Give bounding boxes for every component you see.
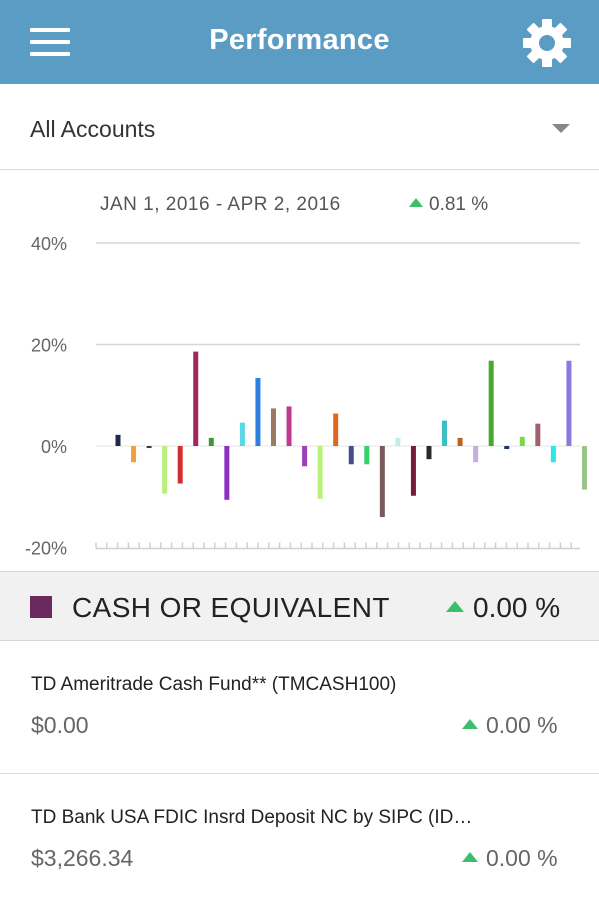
chart-bar[interactable] xyxy=(379,446,385,518)
holding-change: 0.00 % xyxy=(462,712,558,739)
chevron-down-icon xyxy=(552,124,570,133)
chart-bar[interactable] xyxy=(302,446,308,467)
chart-bar[interactable] xyxy=(115,434,121,446)
app-bar: Performance xyxy=(0,0,599,84)
up-triangle-icon xyxy=(409,198,423,207)
holding-name: TD Ameritrade Cash Fund** (TMCASH100) xyxy=(31,674,397,695)
account-selector[interactable]: All Accounts xyxy=(0,84,599,170)
category-change-value: 0.00 % xyxy=(473,592,561,623)
gear-icon[interactable] xyxy=(522,18,572,68)
chart-total-change: 0.81 % xyxy=(409,194,488,216)
y-tick-label: -20% xyxy=(25,539,67,559)
y-tick-label: 0% xyxy=(41,437,67,457)
chart-bar[interactable] xyxy=(473,446,479,463)
page-title: Performance xyxy=(209,24,390,56)
chart-bar[interactable] xyxy=(581,446,587,490)
category-name: CASH OR EQUIVALENT xyxy=(72,592,390,623)
chart-total-change-value: 0.81 % xyxy=(429,194,489,215)
chart-bar[interactable] xyxy=(426,446,432,460)
holding-value: $3,266.34 xyxy=(31,845,134,871)
chart-bar[interactable] xyxy=(550,446,556,463)
category-header[interactable]: CASH OR EQUIVALENT 0.00 % xyxy=(0,571,599,641)
category-change: 0.00 % xyxy=(446,592,560,624)
chart-bar[interactable] xyxy=(286,406,292,446)
account-selector-value: All Accounts xyxy=(30,116,156,142)
chart-bar[interactable] xyxy=(146,446,152,449)
category-color-swatch xyxy=(30,596,52,618)
chart-bar[interactable] xyxy=(208,437,214,446)
chart-bar[interactable] xyxy=(255,377,261,446)
chart-bar[interactable] xyxy=(224,446,230,500)
chart-bar[interactable] xyxy=(177,446,183,484)
chart-bar[interactable] xyxy=(488,360,494,446)
up-triangle-icon xyxy=(446,601,464,612)
chart-bar[interactable] xyxy=(348,446,354,465)
chart-bar[interactable] xyxy=(131,446,137,463)
holding-name: TD Bank USA FDIC Insrd Deposit NC by SIP… xyxy=(31,807,473,828)
hamburger-menu-icon[interactable] xyxy=(30,28,70,56)
chart-bar[interactable] xyxy=(395,437,401,446)
y-tick-label: 20% xyxy=(31,336,67,356)
chart-bar[interactable] xyxy=(519,436,525,446)
chart-bar[interactable] xyxy=(317,446,323,499)
chart-bar[interactable] xyxy=(442,420,448,446)
chart-bar[interactable] xyxy=(193,351,199,446)
chart-bar[interactable] xyxy=(333,413,339,446)
holding-row[interactable]: TD Ameritrade Cash Fund** (TMCASH100) $0… xyxy=(0,642,599,774)
chart-bar[interactable] xyxy=(410,446,416,496)
y-tick-label: 40% xyxy=(31,234,67,254)
holding-change-value: 0.00 % xyxy=(486,712,558,738)
holding-row[interactable]: TD Bank USA FDIC Insrd Deposit NC by SIP… xyxy=(0,775,599,900)
performance-bar-chart: 40% 20% 0% -20% xyxy=(25,234,587,559)
chart-bar[interactable] xyxy=(364,446,370,465)
chart-bar[interactable] xyxy=(457,437,463,446)
holding-value: $0.00 xyxy=(31,712,89,738)
performance-chart-area: JAN 1, 2016 - APR 2, 2016 0.81 % 40% 20% 0… xyxy=(0,171,599,570)
chart-bar[interactable] xyxy=(162,446,168,494)
chart-date-range: JAN 1, 2016 - APR 2, 2016 xyxy=(100,194,341,215)
chart-bar[interactable] xyxy=(504,446,510,450)
chart-bar[interactable] xyxy=(535,423,541,446)
chart-bar[interactable] xyxy=(270,408,276,446)
holding-change: 0.00 % xyxy=(462,845,558,872)
chart-bar[interactable] xyxy=(566,360,572,446)
up-triangle-icon xyxy=(462,719,478,729)
up-triangle-icon xyxy=(462,852,478,862)
holding-change-value: 0.00 % xyxy=(486,845,558,871)
chart-bar[interactable] xyxy=(239,422,245,446)
